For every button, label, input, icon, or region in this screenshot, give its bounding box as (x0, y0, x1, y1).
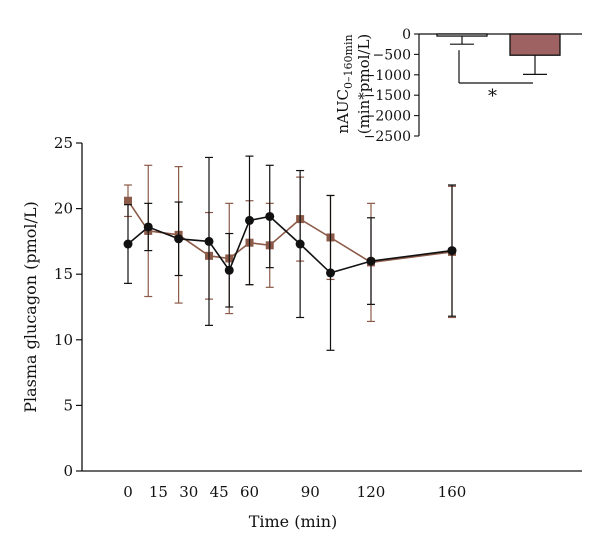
inset-plot: 0 −500 −1000 −1500 −2000 −2500 * nAUC0–160min… (334, 27, 582, 145)
circle-point (174, 234, 184, 244)
x-tick-label: 45 (210, 483, 229, 501)
x-tick-label: 15 (149, 483, 168, 501)
x-tick-label: 90 (301, 483, 320, 501)
main-series (123, 155, 457, 351)
circle-point (447, 246, 457, 256)
x-tick-label: 160 (438, 483, 467, 501)
inset-y-axis-label-units: (min*pmol/L) (355, 34, 373, 135)
y-tick-label: 25 (54, 134, 73, 152)
inset-y-ticks: 0 −500 −1000 −1500 −2000 −2500 (364, 27, 419, 145)
y-tick-label: 20 (54, 200, 73, 218)
x-tick-label: 0 (123, 483, 133, 501)
y-tick-label: 10 (54, 331, 73, 349)
main-x-axis-label: Time (min) (249, 512, 338, 531)
circle-point (265, 211, 275, 221)
bar-0 (436, 33, 488, 37)
x-tick-label: 30 (179, 483, 198, 501)
inset-y-tick-label: 0 (402, 27, 411, 43)
inset-y-label-main: nAUC (334, 89, 352, 134)
significance-bracket: * (458, 50, 533, 107)
series-0 (124, 164, 456, 323)
x-tick-label: 120 (357, 483, 386, 501)
inset-y-tick-label: −1500 (364, 88, 411, 104)
circle-point (326, 268, 335, 278)
x-tick-label: 60 (240, 483, 259, 501)
inset-y-tick-label: −500 (373, 47, 411, 63)
circle-point (204, 236, 214, 246)
inset-bars (436, 33, 561, 75)
main-y-ticks: 0 5 10 15 20 25 (54, 134, 82, 480)
circle-point (224, 265, 234, 275)
y-tick-label: 5 (63, 396, 73, 414)
series-line (127, 215, 453, 274)
circle-point (366, 256, 376, 266)
circle-point (295, 239, 305, 249)
inset-y-tick-label: −2500 (364, 129, 411, 145)
circle-point (123, 239, 133, 249)
y-tick-label: 15 (54, 265, 73, 283)
square-point (124, 196, 132, 205)
inset-y-label-subscript: 0–160min (342, 34, 355, 89)
inset-y-tick-label: −1000 (364, 68, 411, 84)
y-tick-label: 0 (63, 462, 73, 480)
circle-point (143, 222, 153, 232)
main-x-ticks: 0 15 30 45 60 90 120 160 (123, 483, 466, 501)
circle-point (245, 215, 254, 225)
significance-star: * (488, 86, 497, 107)
inset-y-tick-label: −2000 (364, 109, 411, 125)
main-y-axis-label: Plasma glucagon (pmol/L) (21, 201, 40, 413)
series-1 (123, 155, 457, 351)
bar-1 (509, 33, 561, 56)
inset-y-axis-label: nAUC0–160min (334, 34, 355, 133)
